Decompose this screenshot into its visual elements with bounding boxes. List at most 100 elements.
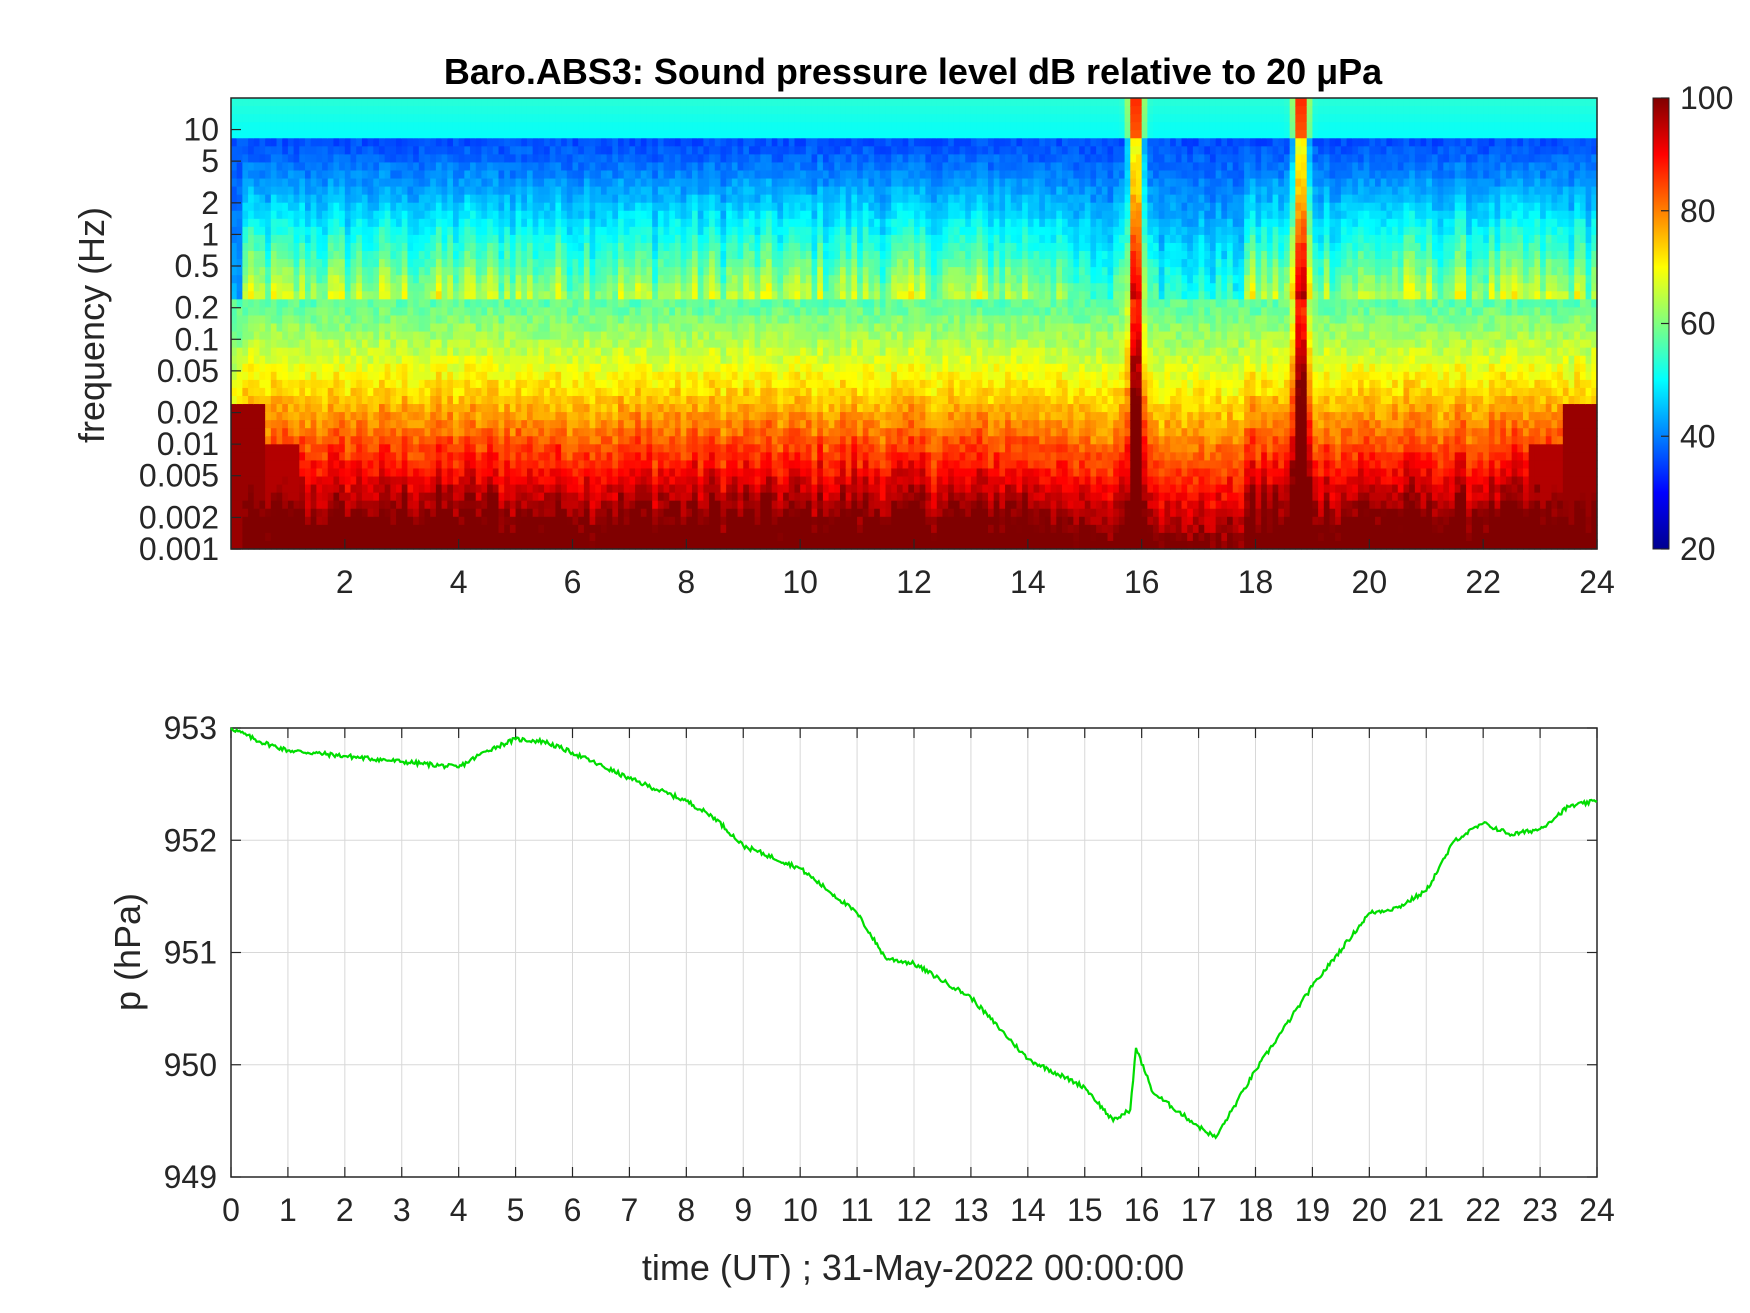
heatmap-cell (310, 106, 317, 115)
heatmap-cell (265, 339, 272, 349)
heatmap-cell (629, 267, 636, 276)
heatmap-cell (299, 186, 306, 196)
heatmap-cell (407, 226, 414, 236)
heatmap-cell (367, 331, 374, 341)
heatmap-cell (561, 106, 568, 115)
heatmap-cell (430, 114, 437, 123)
heatmap-cell (339, 379, 346, 389)
heatmap-cell (287, 387, 295, 397)
heatmap-cell (561, 114, 568, 123)
heatmap-cell (657, 436, 665, 445)
heatmap-cell (310, 444, 317, 453)
heatmap-cell (669, 444, 676, 453)
heatmap-cell (310, 339, 317, 349)
heatmap-cell (470, 379, 477, 389)
heatmap-cell (509, 492, 517, 502)
heatmap-cell (378, 532, 386, 542)
heatmap-cell (447, 508, 454, 518)
heatmap-cell (418, 492, 426, 502)
heatmap-cell (623, 154, 631, 164)
heatmap-cell (299, 524, 306, 534)
heatmap-cell (504, 154, 511, 164)
heatmap-cell (464, 170, 471, 180)
heatmap-cell (680, 162, 687, 172)
heatmap-cell (538, 508, 545, 518)
heatmap-cell (680, 210, 687, 220)
heatmap-cell (709, 323, 716, 333)
heatmap-cell (703, 210, 710, 220)
heatmap-cell (583, 122, 591, 131)
heatmap-cell (396, 226, 403, 236)
heatmap-cell (390, 283, 397, 292)
heatmap-cell (276, 291, 283, 300)
heatmap-cell (265, 412, 272, 421)
heatmap-cell (652, 355, 659, 365)
heatmap-cell (304, 178, 312, 188)
heatmap-cell (270, 122, 278, 131)
heatmap-cell (487, 508, 494, 518)
heatmap-cell (538, 138, 545, 147)
heatmap-cell (390, 178, 397, 188)
heatmap-cell (401, 484, 409, 494)
heatmap-cell (367, 122, 374, 131)
heatmap-cell (595, 508, 602, 518)
heatmap-cell (555, 363, 562, 373)
heatmap-cell (731, 98, 739, 107)
heatmap-cell (350, 500, 357, 510)
heatmap-cell (430, 130, 437, 139)
heatmap-cell (458, 114, 465, 123)
heatmap-cell (566, 122, 574, 131)
heatmap-cell (253, 395, 261, 405)
heatmap-cell (640, 98, 648, 107)
heatmap-cell (481, 516, 488, 526)
heatmap-cell (293, 540, 300, 550)
heatmap-cell (430, 387, 437, 397)
heatmap-cell (270, 532, 278, 542)
heatmap-cell (350, 524, 357, 534)
heatmap-cell (390, 355, 397, 365)
heatmap-cell (498, 452, 505, 462)
heatmap-cell (515, 98, 522, 107)
heatmap-cell (304, 363, 312, 373)
heatmap-cell (407, 170, 414, 180)
heatmap-cell (737, 154, 744, 164)
heatmap-cell (686, 412, 693, 421)
heatmap-cell (663, 122, 670, 131)
heatmap-cell (367, 371, 374, 381)
heatmap-cell (544, 492, 551, 502)
heatmap-cell (669, 371, 676, 381)
heatmap-cell (629, 484, 636, 494)
heatmap-cell (714, 291, 722, 300)
heatmap-cell (595, 371, 602, 381)
heatmap-cell (600, 492, 608, 502)
heatmap-cell (282, 98, 289, 107)
heatmap-cell (618, 395, 625, 405)
heatmap-cell (367, 226, 374, 236)
heatmap-cell (583, 275, 591, 284)
heatmap-cell (384, 379, 391, 389)
heatmap-cell (378, 524, 386, 534)
heatmap-cell (680, 339, 687, 349)
heatmap-cell (646, 460, 653, 470)
heatmap-cell (680, 170, 687, 180)
heatmap-cell (361, 299, 369, 308)
heatmap-cell (731, 114, 739, 123)
heatmap-cell (441, 122, 448, 131)
heatmap-cell (549, 444, 557, 453)
heatmap-cell (458, 387, 465, 397)
heatmap-cell (481, 355, 488, 365)
heatmap-cell (731, 452, 739, 462)
heatmap-cell (413, 162, 420, 172)
heatmap-cell (720, 452, 727, 462)
heatmap-cell (612, 218, 619, 228)
heatmap-cell (384, 186, 391, 196)
heatmap-cell (430, 492, 437, 502)
heatmap-cell (470, 532, 477, 542)
heatmap-cell (515, 524, 522, 534)
heatmap-cell (384, 275, 391, 284)
heatmap-cell (276, 420, 283, 429)
heatmap-cell (680, 420, 687, 429)
heatmap-cell (231, 202, 238, 212)
heatmap-cell (265, 516, 272, 526)
heatmap-cell (361, 259, 369, 268)
